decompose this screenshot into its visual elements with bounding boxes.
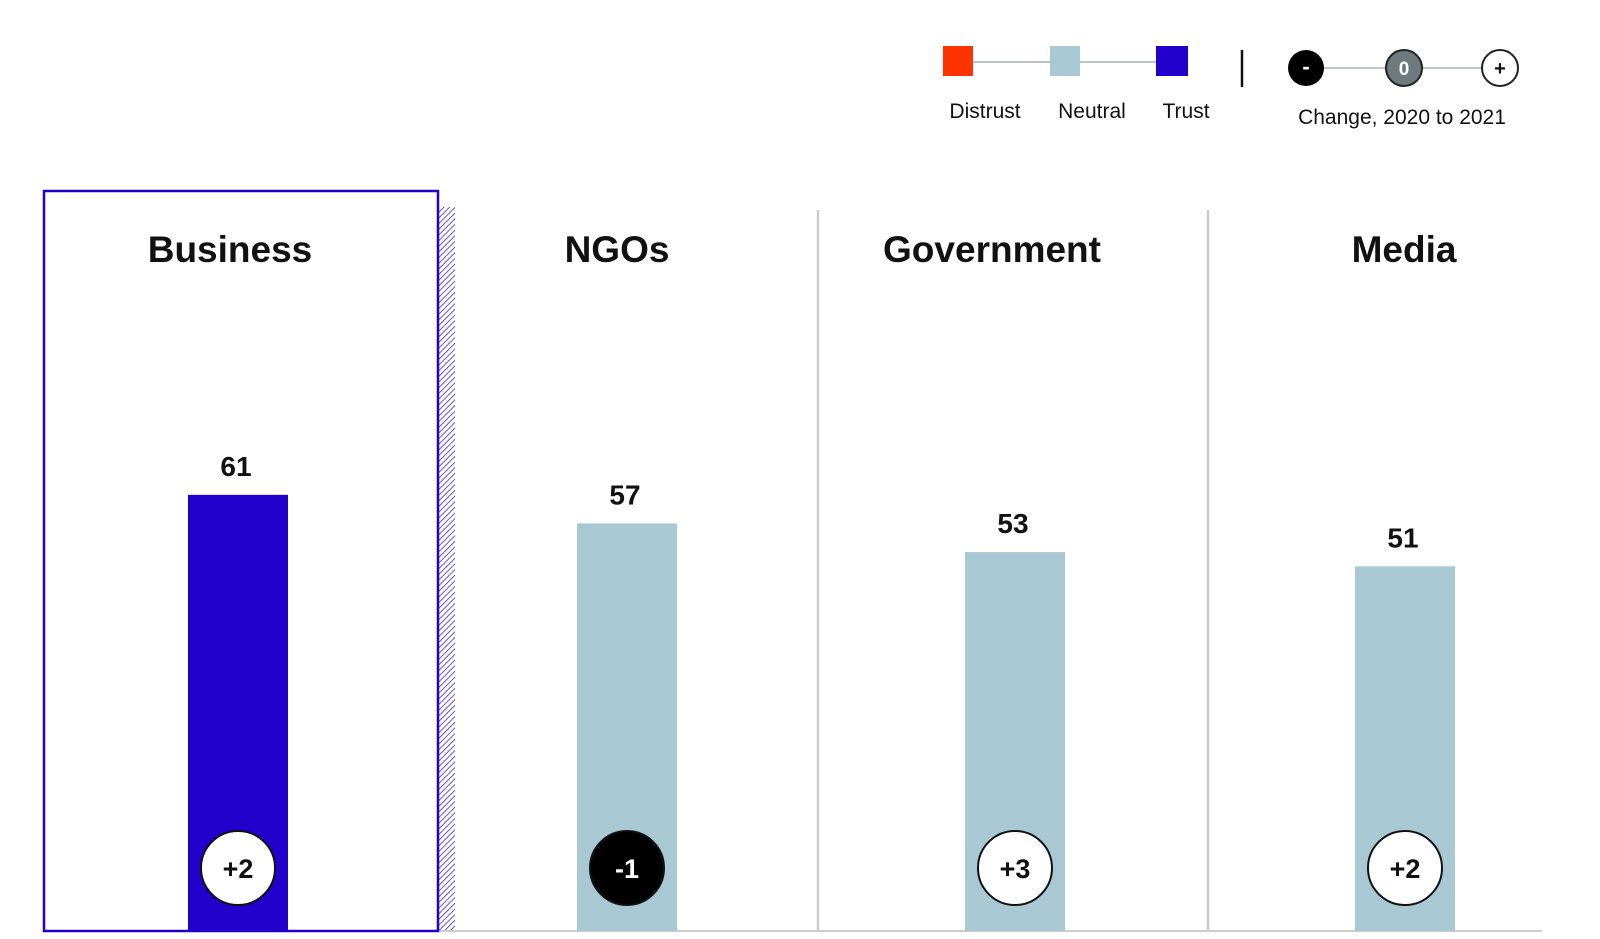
status-legend: Distrust Neutral Trust	[943, 46, 1210, 123]
change-label-business: +2	[223, 854, 254, 884]
trust-legend-label: Trust	[1162, 100, 1209, 123]
value-label-government: 53	[997, 508, 1028, 539]
selected-panel-border	[42, 189, 440, 933]
selected-panel-hatch	[438, 207, 455, 930]
change-badge-business	[200, 830, 276, 906]
category-title-ngos[interactable]: NGOs	[565, 229, 670, 270]
change-zero-key-icon	[1385, 49, 1423, 87]
distrust-legend-label: Distrust	[949, 100, 1020, 123]
change-badges-layer: +2 -1 +3 +2	[200, 830, 1443, 906]
change-label-ngos: -1	[615, 854, 639, 884]
value-label-media: 51	[1387, 522, 1418, 553]
neutral-swatch	[1050, 46, 1080, 76]
change-label-media: +2	[1390, 854, 1421, 884]
category-titles-layer: Business NGOs Government Media	[148, 229, 1457, 270]
category-title-government[interactable]: Government	[883, 229, 1101, 270]
change-badge-ngos	[589, 830, 665, 906]
change-legend: - 0 + Change, 2020 to 2021	[1288, 49, 1519, 129]
change-zero-key-symbol: 0	[1399, 59, 1410, 80]
value-labels-layer: 61 57 53 51	[220, 451, 1418, 553]
value-label-business: 61	[220, 451, 251, 482]
trust-swatch	[1156, 46, 1188, 76]
change-badge-media	[1367, 830, 1443, 906]
neutral-legend-label: Neutral	[1058, 100, 1126, 123]
change-legend-label: Change, 2020 to 2021	[1298, 106, 1506, 129]
change-positive-key-symbol: +	[1494, 58, 1506, 80]
bars-layer	[188, 494, 1455, 931]
change-negative-key-symbol: -	[1302, 54, 1309, 79]
change-negative-key-icon	[1288, 50, 1324, 86]
distrust-swatch	[943, 46, 973, 76]
category-title-media[interactable]: Media	[1352, 229, 1457, 270]
change-label-government: +3	[1000, 854, 1031, 884]
change-positive-key-icon	[1481, 49, 1519, 87]
category-title-business[interactable]: Business	[148, 229, 313, 270]
value-label-ngos: 57	[609, 479, 640, 510]
change-badge-government	[977, 830, 1053, 906]
